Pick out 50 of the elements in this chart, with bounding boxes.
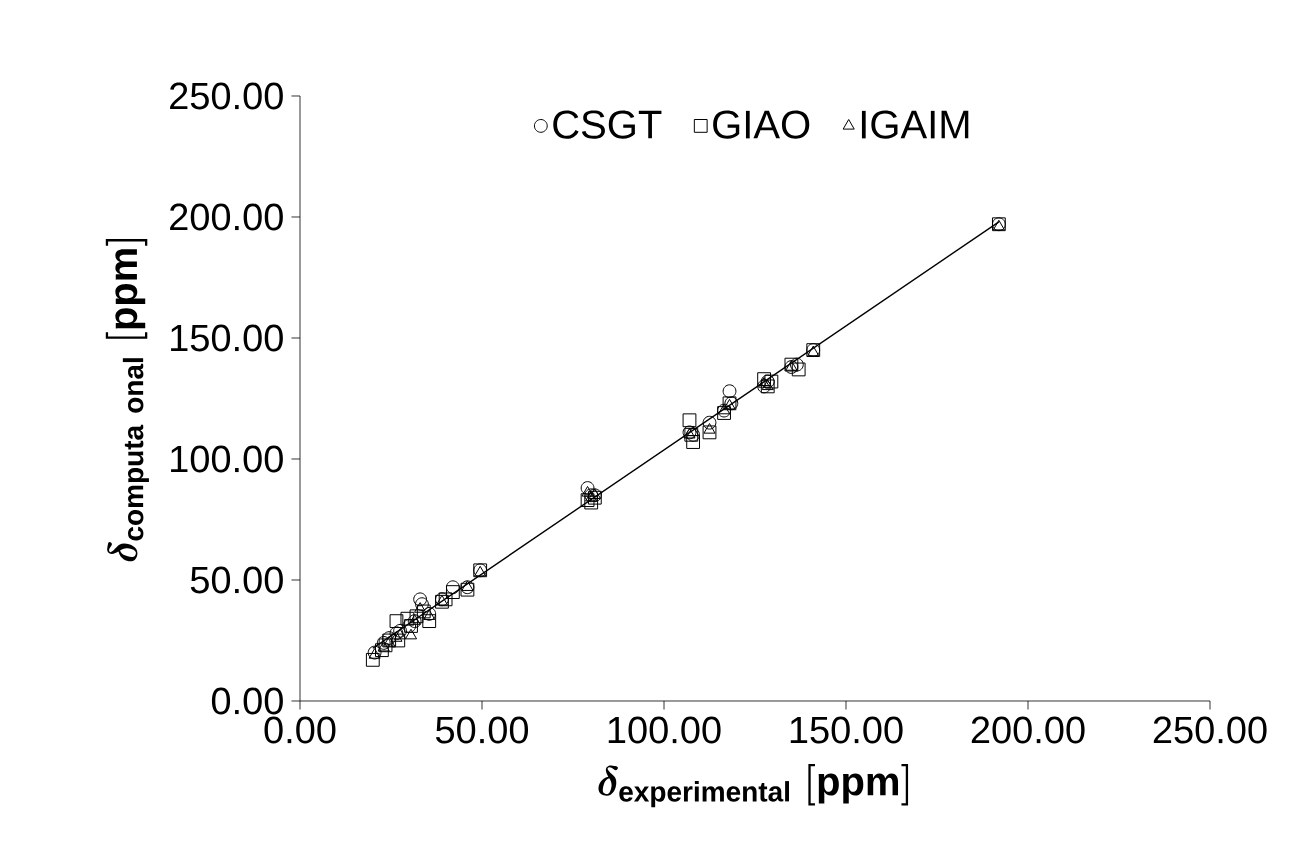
y-axis-title: $\delta_{\mathrm{computa~onal}}~\lbrack\mathrm{ppm}\rbrack$: [105, 239, 149, 562]
x-tick-label: 150.00: [790, 716, 903, 744]
point: [722, 384, 737, 399]
point: [365, 652, 380, 667]
point: [764, 374, 779, 389]
point: [394, 628, 407, 640]
x-tick-label: 250.00: [1153, 716, 1267, 744]
y-tick-label: 150.00: [171, 324, 283, 352]
point: [789, 357, 804, 372]
point: [686, 435, 701, 449]
point: [461, 580, 474, 591]
point: [389, 614, 404, 629]
point: [791, 362, 806, 377]
point: [703, 423, 716, 434]
point: [408, 614, 421, 625]
point: [687, 425, 700, 437]
point: [391, 633, 406, 648]
x-tick-label: 200.00: [971, 716, 1085, 744]
x-tick-label: 100.00: [608, 716, 721, 744]
point: [580, 493, 595, 508]
point: [390, 631, 403, 642]
point: [581, 485, 594, 497]
x-tick-label: 50.00: [435, 716, 529, 744]
point: [702, 425, 717, 440]
y-tick-label: 50.00: [190, 566, 283, 594]
point: [404, 628, 418, 640]
point: [422, 614, 437, 629]
point: [407, 614, 422, 629]
point: [375, 643, 389, 658]
point: [757, 372, 771, 387]
point: [413, 592, 428, 607]
y-tick-label: 100.00: [171, 445, 283, 473]
legend-label: GIAO: [713, 110, 810, 139]
legend-label: CSGT: [553, 110, 662, 139]
point: [702, 415, 717, 430]
legend-label: IGAIM: [861, 110, 969, 139]
y-tick-label: 200.00: [170, 203, 283, 231]
point: [584, 495, 599, 510]
point: [416, 604, 431, 619]
x-axis-title: $\delta_{\mathrm{experimental}}~\lbrack\mathrm{ppm}\rbrack$: [598, 764, 909, 808]
point: [445, 580, 460, 595]
point: [400, 611, 415, 626]
point: [414, 602, 427, 613]
point: [682, 413, 697, 428]
point: [757, 379, 771, 394]
x-tick-label: 0.00: [264, 716, 336, 744]
y-tick-label: 0.00: [211, 687, 283, 715]
point: [409, 609, 424, 624]
y-tick-label: 250.00: [170, 82, 283, 110]
point: [760, 374, 775, 389]
